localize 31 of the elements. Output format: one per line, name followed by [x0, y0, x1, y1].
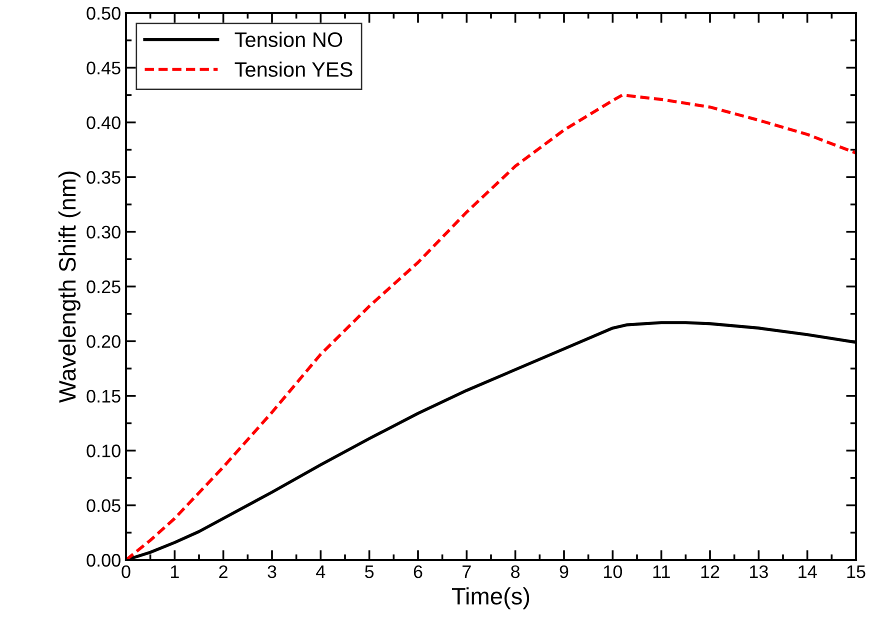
- y-axis-title: Wavelength Shift (nm): [58, 172, 80, 403]
- x-tick-label: 1: [171, 566, 179, 578]
- y-tick-label: 0.25: [86, 280, 120, 294]
- x-tick-label: 0: [122, 565, 130, 578]
- y-tick-label: 0.05: [86, 499, 120, 512]
- y-tick-label: 0.30: [86, 226, 120, 239]
- y-tick-label: 0.10: [86, 444, 120, 458]
- x-tick-label: 12: [701, 565, 720, 578]
- x-tick-label: 9: [560, 565, 568, 578]
- x-tick-label: 8: [511, 565, 520, 578]
- legend-label: Tension YES: [234, 62, 352, 77]
- y-tick-label: 0.40: [86, 116, 120, 130]
- x-tick-label: 15: [847, 566, 866, 578]
- x-tick-label: 7: [462, 566, 471, 578]
- legend-label: Tension NO: [234, 32, 342, 48]
- x-tick-label: 3: [268, 565, 276, 578]
- x-tick-label: 14: [798, 566, 817, 578]
- y-tick-label: 0.15: [86, 390, 120, 403]
- x-tick-label: 11: [653, 566, 670, 578]
- x-tick-label: 4: [316, 566, 326, 578]
- y-tick-label: 0.35: [86, 171, 120, 184]
- y-tick-label: 0.20: [86, 335, 120, 348]
- x-tick-label: 13: [750, 565, 768, 578]
- x-tick-label: 5: [365, 566, 374, 578]
- y-tick-label: 0.00: [86, 554, 120, 567]
- x-tick-label: 6: [414, 565, 422, 578]
- x-tick-label: 2: [219, 565, 228, 578]
- x-axis-title: Time(s): [452, 587, 530, 610]
- y-tick-label: 0.45: [86, 62, 120, 74]
- y-tick-label: 0.50: [86, 6, 120, 20]
- x-tick-label: 10: [604, 565, 622, 578]
